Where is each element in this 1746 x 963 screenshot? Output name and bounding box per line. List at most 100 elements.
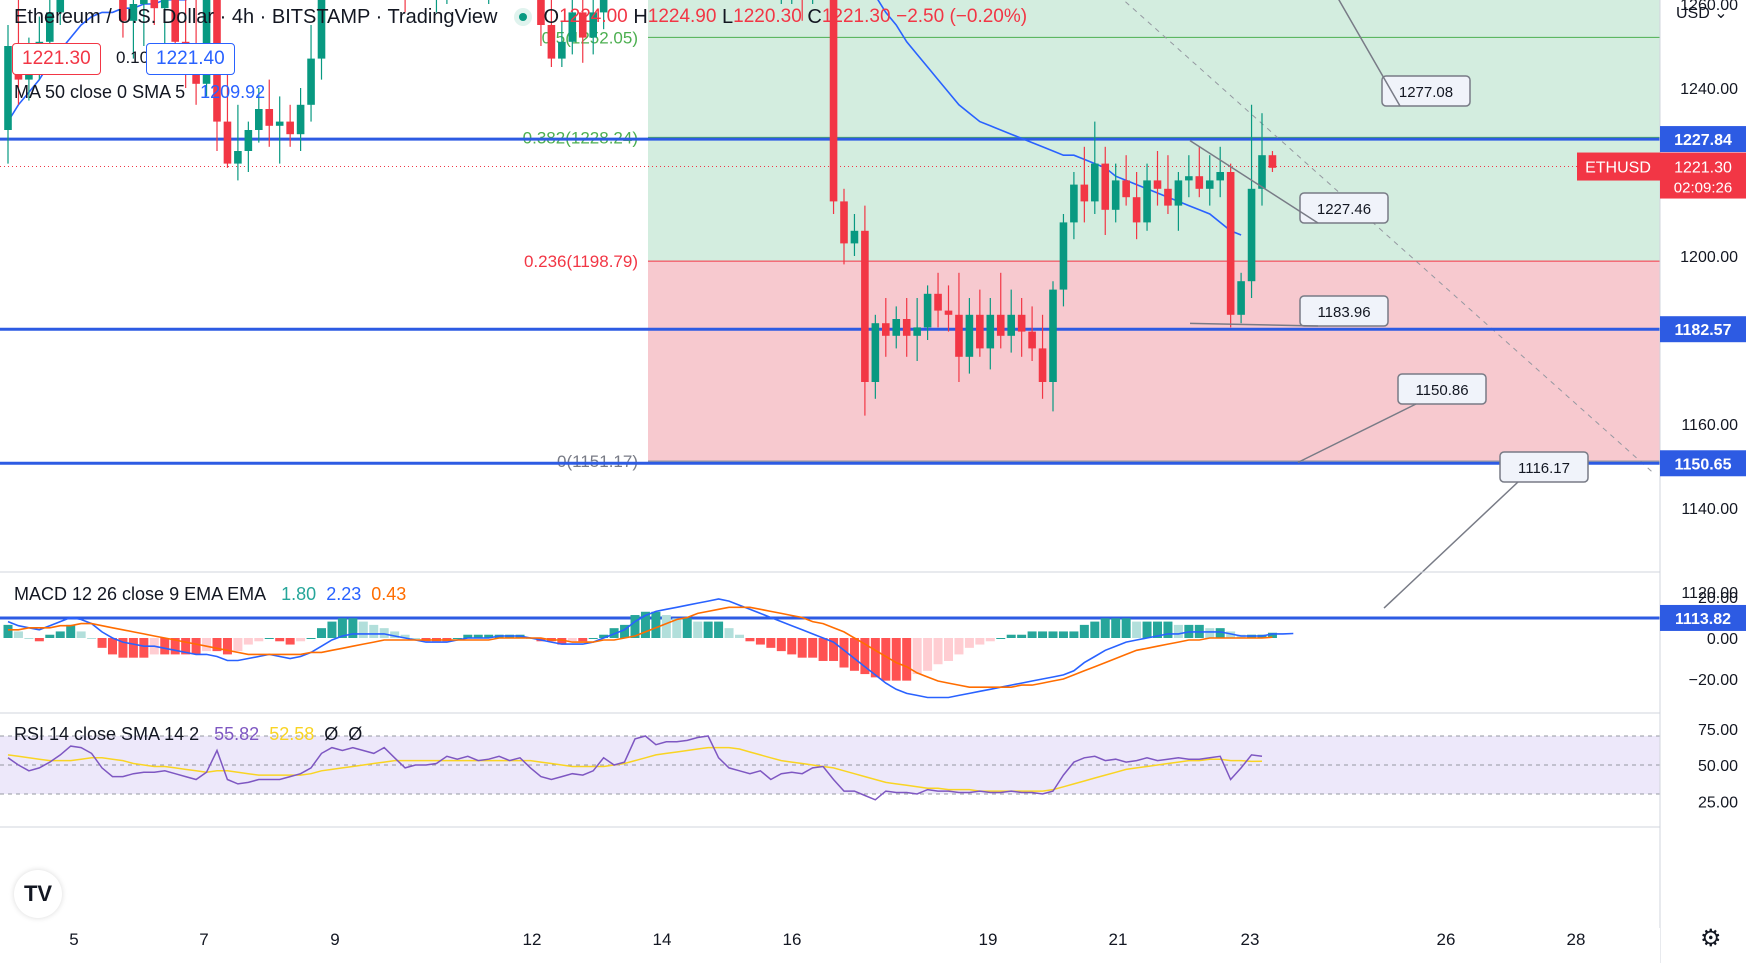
ohlc-high: 1224.90 — [647, 6, 717, 27]
macd-histogram-bar — [87, 638, 97, 639]
macd-histogram-bar — [1267, 632, 1277, 638]
macd-histogram-bar — [484, 634, 494, 638]
candle-body — [965, 314, 974, 357]
rsi-band — [0, 736, 1660, 794]
candle-body — [1216, 172, 1224, 181]
rsi-axis-tick: 25.00 — [1698, 794, 1738, 811]
candle-body — [1017, 314, 1026, 332]
sell-button[interactable]: 1221.30 — [12, 43, 101, 75]
level-price-tag-label: 1227.84 — [1674, 132, 1732, 149]
callout-pointer — [1338, 0, 1401, 107]
candle-body — [1007, 314, 1015, 336]
candle-body — [129, 4, 138, 21]
countdown-timer: 02:09:26 — [1674, 180, 1732, 197]
macd-histogram-bar — [891, 638, 901, 681]
macd-histogram-bar — [473, 634, 483, 638]
macd-histogram-bar — [599, 634, 609, 638]
buy-button[interactable]: 1221.40 — [146, 43, 235, 75]
macd-histogram-bar — [1069, 631, 1079, 638]
candle-body — [955, 314, 963, 357]
callout-box — [1397, 373, 1487, 405]
macd-histogram-bar — [411, 638, 421, 639]
candle-body — [1174, 180, 1183, 206]
macd-histogram-bar — [306, 638, 316, 639]
macd-histogram-bar — [578, 638, 588, 642]
candle-body — [119, 0, 127, 21]
time-axis-tick: 5 — [69, 930, 78, 949]
currency-label: USD — [1676, 5, 1710, 22]
spread-value: 0.10 — [116, 48, 150, 67]
currency-dropdown[interactable]: USD ⌄ — [1676, 3, 1728, 23]
candle-body — [861, 230, 869, 382]
candle-body — [1070, 184, 1078, 223]
rsi-legend-label: RSI 14 close SMA 14 2 — [14, 724, 200, 744]
macd-histogram-bar — [714, 621, 724, 638]
macd-histogram-bar — [1100, 618, 1110, 638]
callout-pointer — [1189, 140, 1319, 224]
macd-histogram-bar — [212, 638, 222, 652]
candle-body — [578, 12, 587, 38]
candle-body — [244, 130, 253, 151]
callout-box — [1381, 75, 1471, 107]
candle-body — [1268, 155, 1277, 168]
macd-histogram-bar — [1132, 621, 1142, 638]
macd-histogram-bar — [651, 611, 661, 638]
rsi-value: 55.82 — [214, 724, 260, 744]
macd-histogram-bar — [337, 618, 347, 638]
rsi-axis-tick: 75.00 — [1698, 722, 1738, 739]
macd-histogram-bar — [170, 638, 180, 655]
macd-pane — [3, 598, 1294, 699]
ma-legend[interactable]: MA 50 close 0 SMA 5 1209.92 — [14, 82, 265, 103]
callout-box — [1499, 451, 1589, 483]
macd-histogram-bar — [1090, 621, 1100, 638]
candle-body — [275, 121, 284, 126]
candle-body — [1111, 180, 1120, 210]
candle-body — [1237, 281, 1245, 315]
price-axis-tick: 1260.00 — [1680, 0, 1738, 14]
rsi-legend[interactable]: RSI 14 close SMA 14 2 55.82 52.58 Ø Ø — [14, 724, 362, 745]
macd-histogram-bar — [933, 638, 943, 665]
candle-body — [1258, 155, 1266, 189]
callout-box — [1299, 192, 1389, 224]
macd-histogram-bar — [808, 638, 818, 658]
gear-icon[interactable]: ⚙ — [1700, 925, 1722, 952]
candle-body — [255, 109, 263, 130]
macd-histogram-bar — [285, 638, 295, 645]
macd-histogram-bar — [881, 638, 891, 681]
level-price-tag-label: 1182.57 — [1675, 322, 1732, 339]
candle-body — [265, 109, 274, 126]
macd-histogram-bar — [1038, 631, 1048, 638]
macd-histogram-bar — [400, 634, 410, 638]
tradingview-logo-icon[interactable]: TV — [14, 870, 62, 918]
price-callout: 1277.08 — [1338, 0, 1471, 107]
macd-histogram-bar — [620, 624, 630, 638]
ohlc-open-label: O — [543, 5, 560, 28]
level-price-tag — [1660, 604, 1746, 631]
ohlc-change: −2.50 (−0.20%) — [896, 6, 1028, 27]
rsi-ma-value: 52.58 — [269, 724, 315, 744]
macd-histogram-bar — [369, 624, 379, 638]
macd-histogram-bar — [160, 638, 170, 655]
macd-histogram-bar — [902, 638, 912, 681]
macd-legend[interactable]: MACD 12 26 close 9 EMA EMA 1.80 2.23 0.4… — [14, 584, 406, 605]
candle-body — [1185, 176, 1193, 181]
macd-histogram-bar — [191, 638, 201, 655]
macd-histogram-bar — [954, 638, 964, 655]
macd-histogram-bar — [139, 638, 149, 658]
time-axis-tick: 9 — [330, 930, 339, 949]
macd-histogram-bar — [1121, 618, 1131, 638]
ohlc-close: 1221.30 — [821, 6, 891, 27]
callout-pointer — [1189, 322, 1319, 327]
time-axis-tick: 21 — [1109, 930, 1128, 949]
candle-body — [1195, 176, 1204, 189]
candle-body — [1059, 222, 1068, 290]
macd-histogram-bar — [755, 638, 765, 645]
macd-line — [7, 598, 1294, 699]
macd-histogram-bar — [264, 638, 274, 639]
macd-histogram-bar — [912, 638, 922, 675]
symbol-title[interactable]: Ethereum / U.S. Dollar · 4h · BITSTAMP ·… — [14, 5, 498, 28]
macd-histogram-bar — [1173, 624, 1183, 638]
time-axis-tick: 7 — [199, 930, 208, 949]
